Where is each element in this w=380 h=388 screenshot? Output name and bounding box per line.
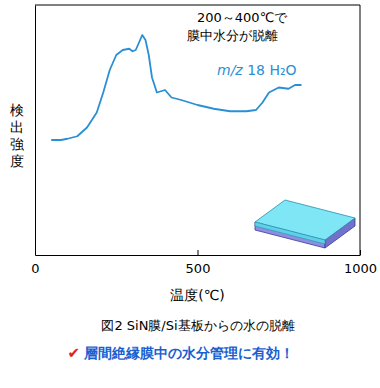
x-tick-label: 0 [31,261,39,276]
film-top [255,200,355,240]
x-tick-mark [198,250,199,255]
frame-right [360,5,361,255]
data-area [51,35,301,140]
x-tick-label: 1000 [344,261,377,276]
series-line [51,35,301,140]
x-axis-line [36,255,361,256]
x-tick-mark [360,250,361,255]
chart: 0 500 1000 m/z 18 H₂O 200～400℃で膜中水分が脱離検出強度温度… [0,0,380,388]
y-axis-line [35,6,36,256]
y-label: 検出強度 [10,102,24,169]
x-axis: 0 500 1000 [31,250,377,276]
annotation: 200～400℃で [197,10,288,25]
x-label: 温度(℃) [170,287,225,303]
series-label: m/z 18 H₂O [217,62,297,78]
film-edge [255,222,325,244]
note: 層間絶縁膜中の水分管理に有効！ [83,345,294,361]
x-tick: 500 [186,250,211,276]
y-axis [35,6,36,256]
x-tick-label: 500 [186,261,211,276]
note-mark: ✔ [67,344,80,362]
frame-top [35,5,360,6]
caption: 図2 SiN膜/Si基板からの水の脱離 [101,318,294,333]
x-tick: 1000 [344,250,377,276]
annotation: 膜中水分が脱離 [187,28,278,43]
plot: 0 500 1000 m/z 18 H₂O 200～400℃で膜中水分が脱離 [31,5,377,276]
sample-icon [255,200,355,248]
